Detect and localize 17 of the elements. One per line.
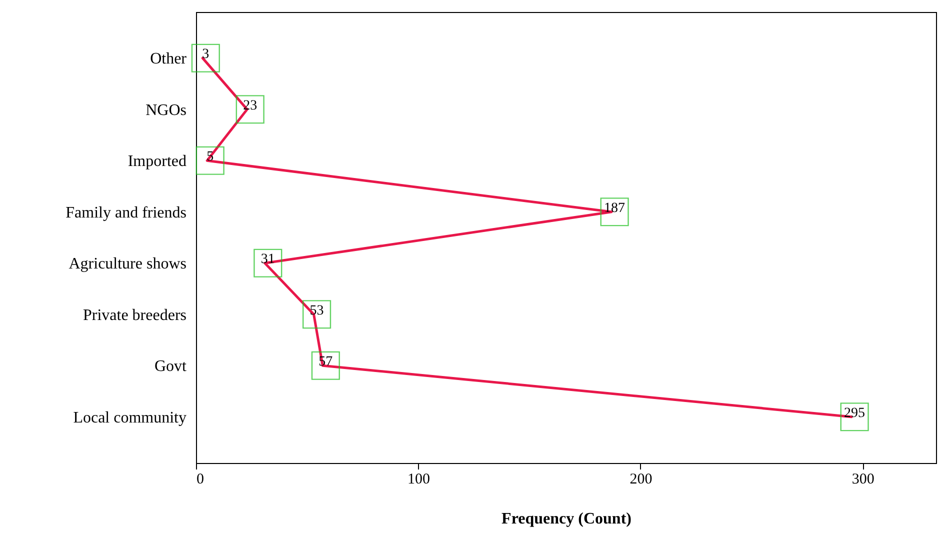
x-tick-label: 300 xyxy=(852,472,874,488)
y-tick-label: Other xyxy=(150,50,188,68)
y-tick-label: Imported xyxy=(128,153,186,170)
data-label: 3 xyxy=(202,47,210,62)
x-tick-label: 200 xyxy=(630,472,652,488)
y-tick-label: Private breeders xyxy=(82,306,186,324)
y-tick-label: Agriculture shows xyxy=(68,256,186,273)
y-tick-label: NGOs xyxy=(146,102,186,119)
x-tick-label: 100 xyxy=(407,472,430,488)
x-axis-title: Frequency (Count) xyxy=(502,510,632,528)
x-tick-label: 0 xyxy=(196,472,204,488)
data-label: 187 xyxy=(604,200,626,216)
data-label: 295 xyxy=(844,406,866,421)
y-tick-label: Govt xyxy=(154,358,188,376)
y-tick-label: Family and friends xyxy=(66,204,186,222)
y-tick-label: Local community xyxy=(73,409,186,426)
data-label: 53 xyxy=(310,303,324,318)
